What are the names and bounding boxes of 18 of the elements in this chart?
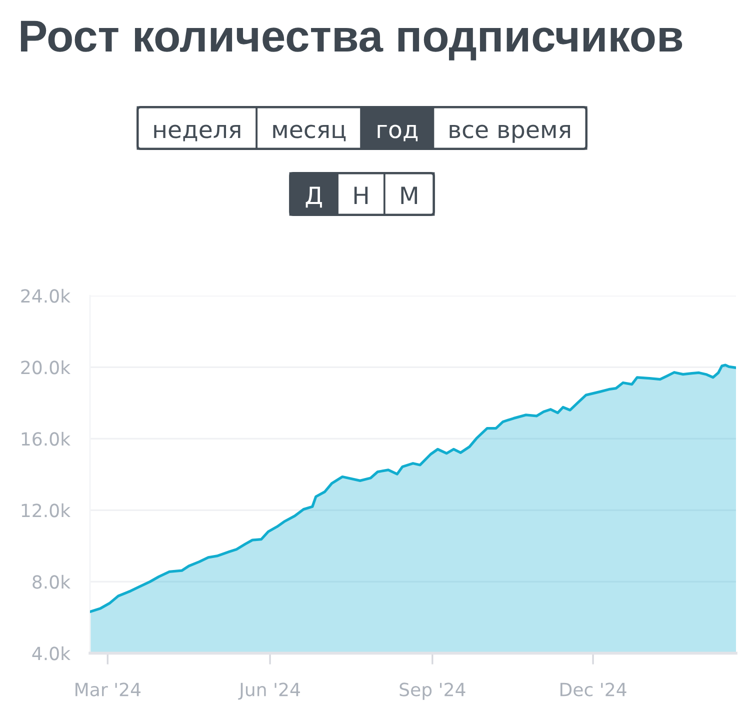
x-tick-label: Jun '24 (238, 682, 300, 700)
text: месяц (273, 124, 346, 142)
y-tick-label: 8.0k (32, 574, 71, 589)
y-tick-label: 20.0k (21, 360, 71, 374)
x-tick-label: Mar '24 (76, 682, 141, 696)
x-tick-label: Sep '24 (400, 682, 466, 700)
y-tick-label: 4.0k (32, 646, 71, 660)
chart-title: Рост количества подписчиков (20, 20, 682, 60)
text: М (401, 186, 418, 204)
y-tick-label: 24.0k (21, 288, 71, 303)
text: все время (450, 124, 570, 143)
y-tick-label: 12.0k (22, 503, 71, 518)
text: Н (354, 186, 368, 204)
y-tick-label: 16.0k (22, 432, 71, 446)
text: неделя (154, 124, 240, 142)
text: Д (306, 186, 322, 208)
text: год (378, 124, 418, 142)
x-tick-label: Dec '24 (560, 682, 626, 696)
